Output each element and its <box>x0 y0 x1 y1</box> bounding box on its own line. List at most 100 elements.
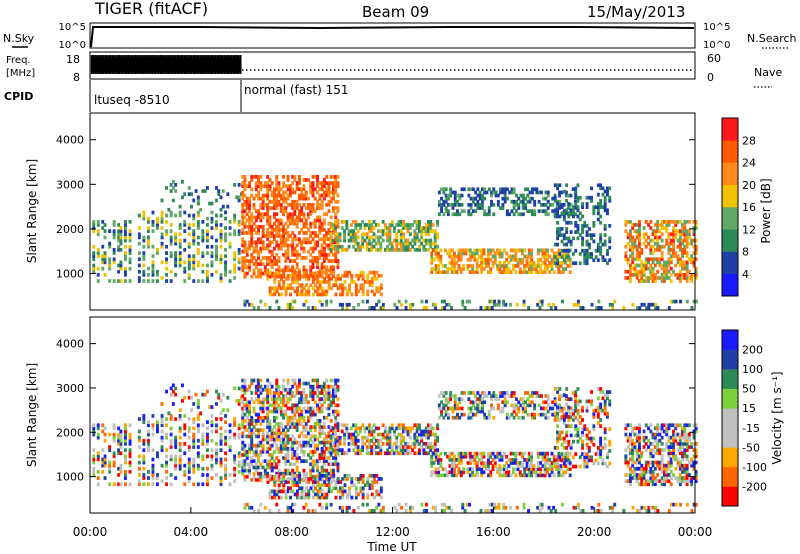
velocity-cell-1494 <box>368 445 371 449</box>
power-cell-975 <box>309 203 313 207</box>
power-cell-1809 <box>489 248 493 253</box>
power-cell-313 <box>219 257 223 262</box>
power-cell-2411 <box>601 255 605 259</box>
velocity-cell-698 <box>275 437 279 442</box>
velocity-cell-1894 <box>530 470 533 475</box>
velocity-cell-997 <box>311 388 315 392</box>
power-cell-1103 <box>325 175 329 179</box>
velocity-cell-1301 <box>318 474 322 478</box>
velocity-cell-269 <box>201 442 205 446</box>
power-cell-1531 <box>381 220 385 224</box>
power-cell-1929 <box>543 251 547 256</box>
power-cell-2603 <box>656 244 660 249</box>
power-cell-1406 <box>379 283 383 287</box>
velocity-cell-598 <box>261 397 265 401</box>
velocity-cell-1830 <box>500 467 504 471</box>
velocity-cell-1585 <box>402 435 405 440</box>
velocity-cell-1751 <box>464 451 468 456</box>
power-cell-605 <box>263 234 267 238</box>
velocity-cell-1584 <box>402 438 405 443</box>
power-cell-2652 <box>665 229 669 233</box>
power-cell-1598 <box>406 238 410 243</box>
power-cell-2556 <box>647 276 650 280</box>
power-cell-2921 <box>595 306 599 310</box>
power-cell-523 <box>254 265 258 270</box>
power-cell-808 <box>286 187 290 192</box>
velocity-cell-992 <box>311 409 315 414</box>
velocity-cell-1171 <box>334 403 338 408</box>
power-cell-2053 <box>474 203 478 207</box>
velocity-cell-1427 <box>338 442 342 446</box>
power-cell-2065 <box>478 190 482 195</box>
power-cell-919 <box>302 256 306 260</box>
velocity-cell-1332 <box>336 480 340 484</box>
power-cell-2042 <box>467 187 471 192</box>
power-cell-795 <box>286 249 290 254</box>
power-cell-1554 <box>390 223 394 227</box>
power-cell-1775 <box>475 261 479 265</box>
power-cell-1954 <box>557 267 561 271</box>
velocity-cell-1644 <box>424 435 428 440</box>
power-cell-2535 <box>640 248 644 252</box>
velocity-cell-460 <box>245 450 249 454</box>
power-cell-877 <box>295 215 299 220</box>
power-cell-564 <box>259 268 263 273</box>
power-cell-2634 <box>663 279 666 283</box>
velocity-cell-1243 <box>291 480 295 484</box>
power-cell-354 <box>237 266 241 271</box>
velocity-cell-1257 <box>298 486 302 491</box>
power-cell-95 <box>128 248 132 252</box>
velocity-cell-973 <box>309 412 313 417</box>
power-cell-1551 <box>390 248 394 252</box>
velocity-cell-441 <box>243 443 247 448</box>
power-cell-1248 <box>293 270 297 275</box>
power-cell-597 <box>261 196 265 201</box>
velocity-cell-1202 <box>268 474 272 478</box>
power-cell-1261 <box>300 292 304 297</box>
power-cell-2061 <box>478 206 482 210</box>
power-cell-835 <box>291 237 295 242</box>
power-cell-1056 <box>320 243 324 248</box>
power-cell-1272 <box>305 277 308 281</box>
power-cell-2102 <box>501 190 505 195</box>
power-cell-989 <box>311 231 315 235</box>
power-cell-1147 <box>332 231 335 235</box>
velocity-cell-1306 <box>320 474 324 478</box>
velocity-cell-834 <box>291 443 295 448</box>
power-cell-772 <box>284 268 288 273</box>
power-cell-1037 <box>318 231 322 235</box>
power-cell-1853 <box>512 257 515 262</box>
power-cell-1041 <box>318 218 322 223</box>
velocity-cell-5 <box>92 454 96 459</box>
velocity-cell-1753 <box>466 467 470 471</box>
power-cell-2383 <box>594 255 598 259</box>
velocity-cell-404 <box>237 402 241 406</box>
power-cell-2500 <box>635 269 639 274</box>
velocity-cell-1768 <box>473 461 477 465</box>
power-cell-2665 <box>667 235 671 240</box>
power-cell-2805 <box>694 238 698 243</box>
power-cell-2231 <box>553 199 557 203</box>
power-cell-329 <box>224 238 227 243</box>
power-cell-1757 <box>468 264 472 268</box>
power-cell-326 <box>224 260 227 265</box>
power-cell-1508 <box>372 244 376 249</box>
velocity-cell-1134 <box>329 419 333 423</box>
power-cell-2931 <box>636 306 639 310</box>
power-cell-151 <box>156 269 159 274</box>
velocity-cell-160 <box>160 448 164 452</box>
power-cell-1652 <box>427 229 430 233</box>
power-cell-366 <box>169 189 173 193</box>
power-cell-831 <box>291 249 295 254</box>
velocity-cell-125 <box>142 414 146 418</box>
power-cell-920 <box>302 249 306 254</box>
power-cell-1228 <box>282 270 286 275</box>
power-cell-2786 <box>692 273 696 277</box>
velocity-cell-410 <box>241 465 245 470</box>
velocity-cell-785 <box>284 409 288 414</box>
power-cell-257 <box>196 241 200 246</box>
power-cell-1755 <box>466 248 470 253</box>
velocity-cell-1373 <box>361 492 365 497</box>
power-cell-1374 <box>361 286 365 291</box>
power-cell-1045 <box>318 196 322 201</box>
